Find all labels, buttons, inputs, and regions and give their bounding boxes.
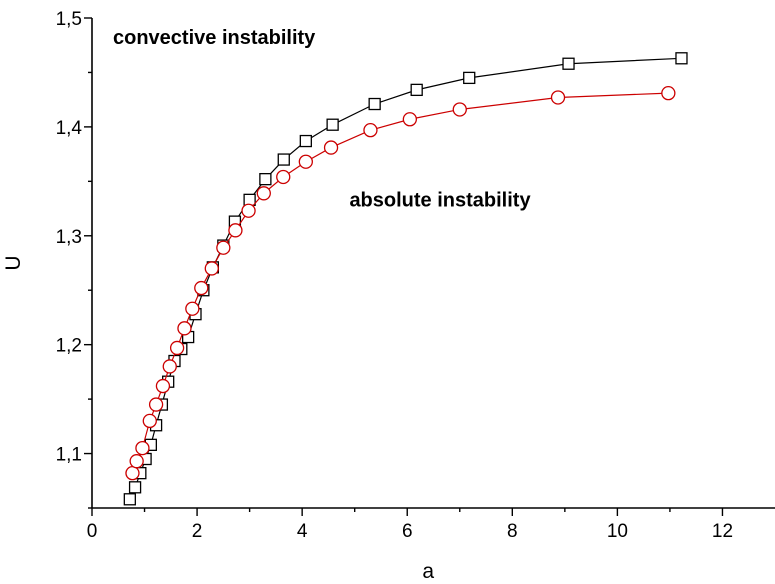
x-tick-label: 2 [192, 521, 203, 542]
x-axis-label: a [422, 560, 434, 583]
data-point-circle [171, 341, 184, 354]
y-tick-label: 1,4 [56, 118, 83, 139]
x-tick-label: 10 [607, 521, 628, 542]
series-1-circle [126, 87, 675, 480]
data-point-circle [662, 87, 675, 100]
data-point-circle [186, 302, 199, 315]
x-tick-label: 8 [507, 521, 518, 542]
y-axis-label: U [2, 255, 25, 270]
series-line [132, 93, 668, 473]
y-tick-label: 1,1 [56, 445, 82, 466]
data-point-square [464, 72, 475, 83]
data-point-circle [143, 414, 156, 427]
data-point-circle [403, 113, 416, 126]
data-point-circle [299, 155, 312, 168]
data-point-circle [195, 282, 208, 295]
data-point-square [369, 99, 380, 110]
data-point-circle [178, 322, 191, 335]
x-tick-label: 0 [87, 521, 98, 542]
data-point-circle [130, 455, 143, 468]
data-point-circle [257, 187, 270, 200]
data-point-circle [453, 103, 466, 116]
data-point-square [327, 119, 338, 130]
data-point-circle [150, 398, 163, 411]
annotation-1: absolute instability [349, 189, 531, 211]
data-point-circle [126, 467, 139, 480]
y-tick-label: 1,2 [56, 336, 82, 357]
data-point-circle [229, 224, 242, 237]
x-tick-label: 4 [297, 521, 308, 542]
data-point-circle [136, 442, 149, 455]
x-tick-label: 12 [712, 521, 733, 542]
data-point-square [260, 174, 271, 185]
y-tick-label: 1,5 [56, 9, 82, 30]
data-point-circle [325, 141, 338, 154]
data-point-square [124, 494, 135, 505]
axes: 0 2 4 6 8 10 12 1,1 1,2 1,3 1,4 1,5 a U [2, 9, 775, 583]
data-point-circle [217, 241, 230, 254]
x-tick-label: 6 [402, 521, 413, 542]
data-point-square [278, 154, 289, 165]
data-point-square [411, 84, 422, 95]
data-point-square [563, 58, 574, 69]
y-tick-label: 1,3 [56, 227, 82, 248]
data-point-circle [205, 262, 218, 275]
series-layer [124, 53, 687, 505]
annotation-0: convective instability [113, 27, 316, 49]
annotation-layer: convective instability absolute instabili… [113, 27, 531, 211]
data-point-circle [163, 360, 176, 373]
data-point-square [130, 482, 141, 493]
data-point-circle [364, 124, 377, 137]
data-point-circle [552, 91, 565, 104]
data-point-square [676, 53, 687, 64]
data-point-circle [277, 170, 290, 183]
data-point-circle [242, 204, 255, 217]
data-point-circle [156, 380, 169, 393]
data-point-square [300, 136, 311, 147]
